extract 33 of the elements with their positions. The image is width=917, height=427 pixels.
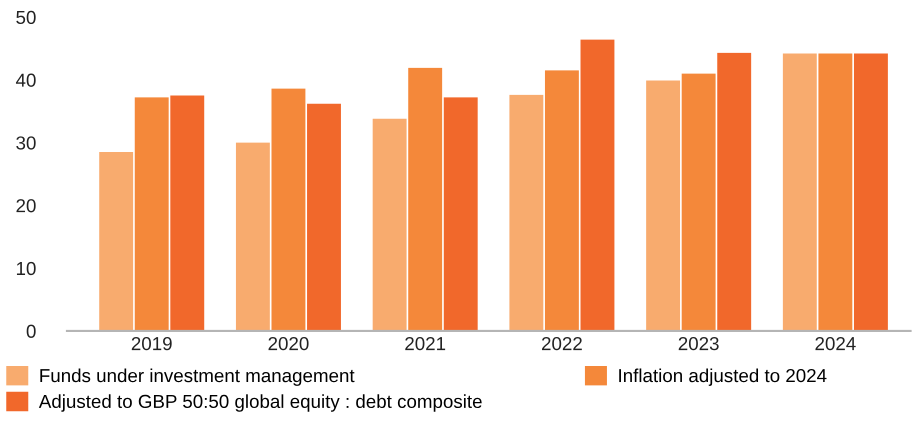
bar (236, 142, 270, 331)
y-tick-label: 0 (26, 324, 36, 338)
bar (134, 97, 169, 331)
x-tick-label: 2023 (678, 336, 719, 350)
bar (818, 53, 852, 331)
y-tick-label: 20 (16, 199, 36, 212)
bar (372, 118, 407, 331)
y-tick-label: 50 (16, 10, 36, 24)
y-tick-label: 10 (16, 262, 36, 276)
bar (682, 74, 716, 331)
y-tick-label: 30 (16, 136, 36, 150)
x-tick-label: 2019 (132, 336, 172, 350)
bar (782, 53, 817, 331)
x-tick-label: 2020 (268, 336, 309, 350)
bar (444, 97, 478, 331)
bar (99, 152, 134, 331)
bar (544, 70, 579, 331)
x-tick-label: 2021 (405, 336, 446, 350)
bar (170, 96, 204, 331)
bar (509, 94, 544, 331)
bar (307, 104, 341, 331)
legend-label: Adjusted to GBP 50:50 global equity : debt composite (38, 394, 482, 412)
y-tick-label: 40 (16, 74, 36, 87)
legend-label: Funds under investment management (40, 368, 354, 386)
bar (717, 52, 752, 331)
x-tick-label: 2022 (542, 336, 582, 350)
bar (408, 68, 442, 331)
bar (580, 40, 614, 331)
bar (854, 53, 888, 331)
legend-label: Inflation adjusted to 2024 (619, 368, 826, 386)
bar (646, 80, 680, 331)
x-tick-label: 2024 (815, 336, 856, 350)
bar (271, 88, 306, 331)
